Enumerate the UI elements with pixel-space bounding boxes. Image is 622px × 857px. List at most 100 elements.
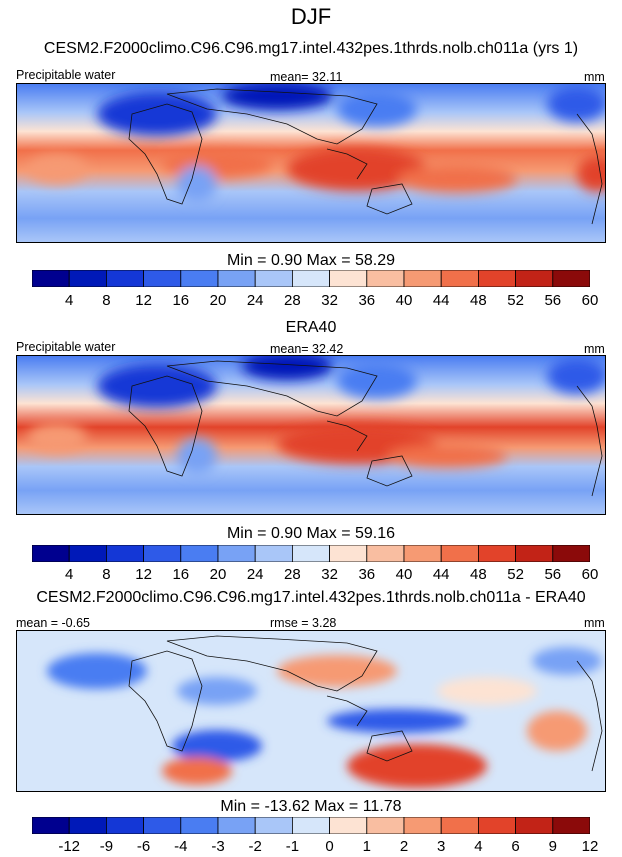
colorbar-swatch [440, 270, 479, 287]
colorbar-tick-label: 24 [246, 292, 264, 309]
panel2-colorbar [32, 545, 590, 562]
colorbar-tick-label: 28 [284, 292, 301, 309]
panel2-minmax: Min = 0.90 Max = 59.16 [226, 525, 396, 542]
panel3-units-label: mm [584, 616, 605, 630]
colorbar-swatch [291, 817, 330, 834]
case-title: CESM2.F2000climo.C96.C96.mg17.intel.432p… [43, 40, 579, 57]
colorbar-swatch [477, 270, 516, 287]
panel1-units-label: mm [584, 70, 605, 84]
colorbar-tick-label: 32 [321, 566, 338, 583]
panel2-variable-label: Precipitable water [16, 340, 116, 354]
colorbar-swatch [143, 270, 182, 287]
colorbar-tick-label: 48 [470, 566, 487, 583]
colorbar-swatch [180, 545, 219, 562]
colorbar-swatch [254, 545, 293, 562]
panel1-colorbar [32, 270, 590, 287]
colorbar-swatch [180, 817, 219, 834]
panel2-map [16, 355, 606, 515]
colorbar-tick-label: 40 [395, 566, 413, 583]
colorbar-swatch [403, 270, 442, 287]
colorbar-tick-label: -1 [285, 838, 300, 855]
colorbar-tick-label: 48 [470, 292, 487, 309]
colorbar-tick-label: 20 [209, 292, 227, 309]
colorbar-tick-label: 0 [325, 838, 334, 855]
colorbar-tick-label: 36 [358, 292, 376, 309]
colorbar-swatch [68, 817, 107, 834]
colorbar-swatch [143, 817, 182, 834]
colorbar-tick-label: 8 [102, 292, 111, 309]
colorbar-tick-label: 3 [437, 838, 446, 855]
panel1-map [16, 83, 606, 243]
colorbar-tick-label: 12 [581, 838, 599, 855]
panel1-colorbar-ticks: 4 8 12 16 20 24 28 32 36 40 44 48 52 56 60 [32, 292, 598, 309]
colorbar-swatch [254, 817, 293, 834]
panel3-minmax: Min = -13.62 Max = 11.78 [220, 798, 402, 815]
colorbar-swatch [291, 270, 330, 287]
colorbar-tick-label: 32 [321, 292, 338, 309]
colorbar-swatch [217, 545, 256, 562]
colorbar-tick-label: -6 [136, 838, 151, 855]
colorbar-tick-label: -4 [174, 838, 188, 855]
colorbar-swatch [366, 817, 405, 834]
panel3-heading: CESM2.F2000climo.C96.C96.mg17.intel.432p… [36, 589, 586, 606]
colorbar-tick-label: 6 [511, 838, 520, 855]
colorbar-tick-label: 16 [172, 566, 190, 583]
panel2-mean-label: mean= 32.42 [270, 342, 344, 356]
colorbar-swatch [515, 270, 554, 287]
colorbar-swatch [254, 270, 293, 287]
colorbar-tick-label: 24 [246, 566, 264, 583]
colorbar-swatch [552, 545, 590, 562]
panel3-mean-label: mean = -0.65 [16, 616, 91, 630]
colorbar-swatch [32, 545, 70, 562]
colorbar-tick-label: 4 [474, 838, 483, 855]
colorbar-tick-label: 52 [507, 566, 524, 583]
colorbar-tick-label: -3 [211, 838, 225, 855]
colorbar-tick-label: 12 [135, 566, 152, 583]
colorbar-tick-label: 56 [544, 566, 562, 583]
colorbar-swatch [552, 270, 590, 287]
colorbar-swatch [329, 545, 368, 562]
panel2-heading: ERA40 [285, 319, 337, 336]
panel2-colorbar-ticks: 4 8 12 16 20 24 28 32 36 40 44 48 52 56 60 [32, 566, 598, 583]
colorbar-tick-label: 60 [581, 566, 599, 583]
colorbar-tick-label: 16 [172, 292, 190, 309]
colorbar-swatch [217, 817, 256, 834]
season-title: DJF [290, 4, 332, 29]
colorbar-tick-label: 8 [102, 566, 111, 583]
panel3-map [16, 630, 606, 792]
colorbar-tick-label: 56 [544, 292, 562, 309]
colorbar-swatch [143, 545, 182, 562]
colorbar-tick-label: -2 [248, 838, 262, 855]
colorbar-tick-label: 20 [209, 566, 227, 583]
colorbar-tick-label: 60 [581, 292, 599, 309]
colorbar-tick-label: 52 [507, 292, 524, 309]
colorbar-swatch [477, 545, 516, 562]
colorbar-tick-label: 44 [432, 292, 450, 309]
colorbar-tick-label: 4 [65, 292, 74, 309]
panel3-colorbar [32, 817, 590, 834]
colorbar-swatch [440, 545, 479, 562]
colorbar-swatch [515, 817, 554, 834]
panel3-colorbar-ticks: -12 -9 -6 -4 -3 -2 -1 0 1 2 3 4 6 9 12 [32, 838, 598, 855]
colorbar-swatch [291, 545, 330, 562]
colorbar-swatch [366, 270, 405, 287]
colorbar-swatch [477, 817, 516, 834]
colorbar-swatch [366, 545, 405, 562]
colorbar-swatch [180, 270, 219, 287]
panel2-units-label: mm [584, 342, 605, 356]
colorbar-tick-label: 2 [399, 838, 409, 855]
colorbar-swatch [329, 270, 368, 287]
colorbar-swatch [217, 270, 256, 287]
colorbar-tick-label: 40 [395, 292, 413, 309]
colorbar-tick-label: 1 [362, 838, 371, 855]
colorbar-swatch [106, 270, 145, 287]
colorbar-tick-label: 12 [135, 292, 152, 309]
colorbar-swatch [68, 270, 107, 287]
colorbar-swatch [440, 817, 479, 834]
panel1-mean-label: mean= 32.11 [270, 70, 343, 84]
colorbar-swatch [329, 817, 368, 834]
colorbar-tick-label: 44 [432, 566, 450, 583]
panel1-variable-label: Precipitable water [16, 68, 116, 82]
colorbar-swatch [403, 817, 442, 834]
colorbar-tick-label: -12 [58, 838, 81, 855]
